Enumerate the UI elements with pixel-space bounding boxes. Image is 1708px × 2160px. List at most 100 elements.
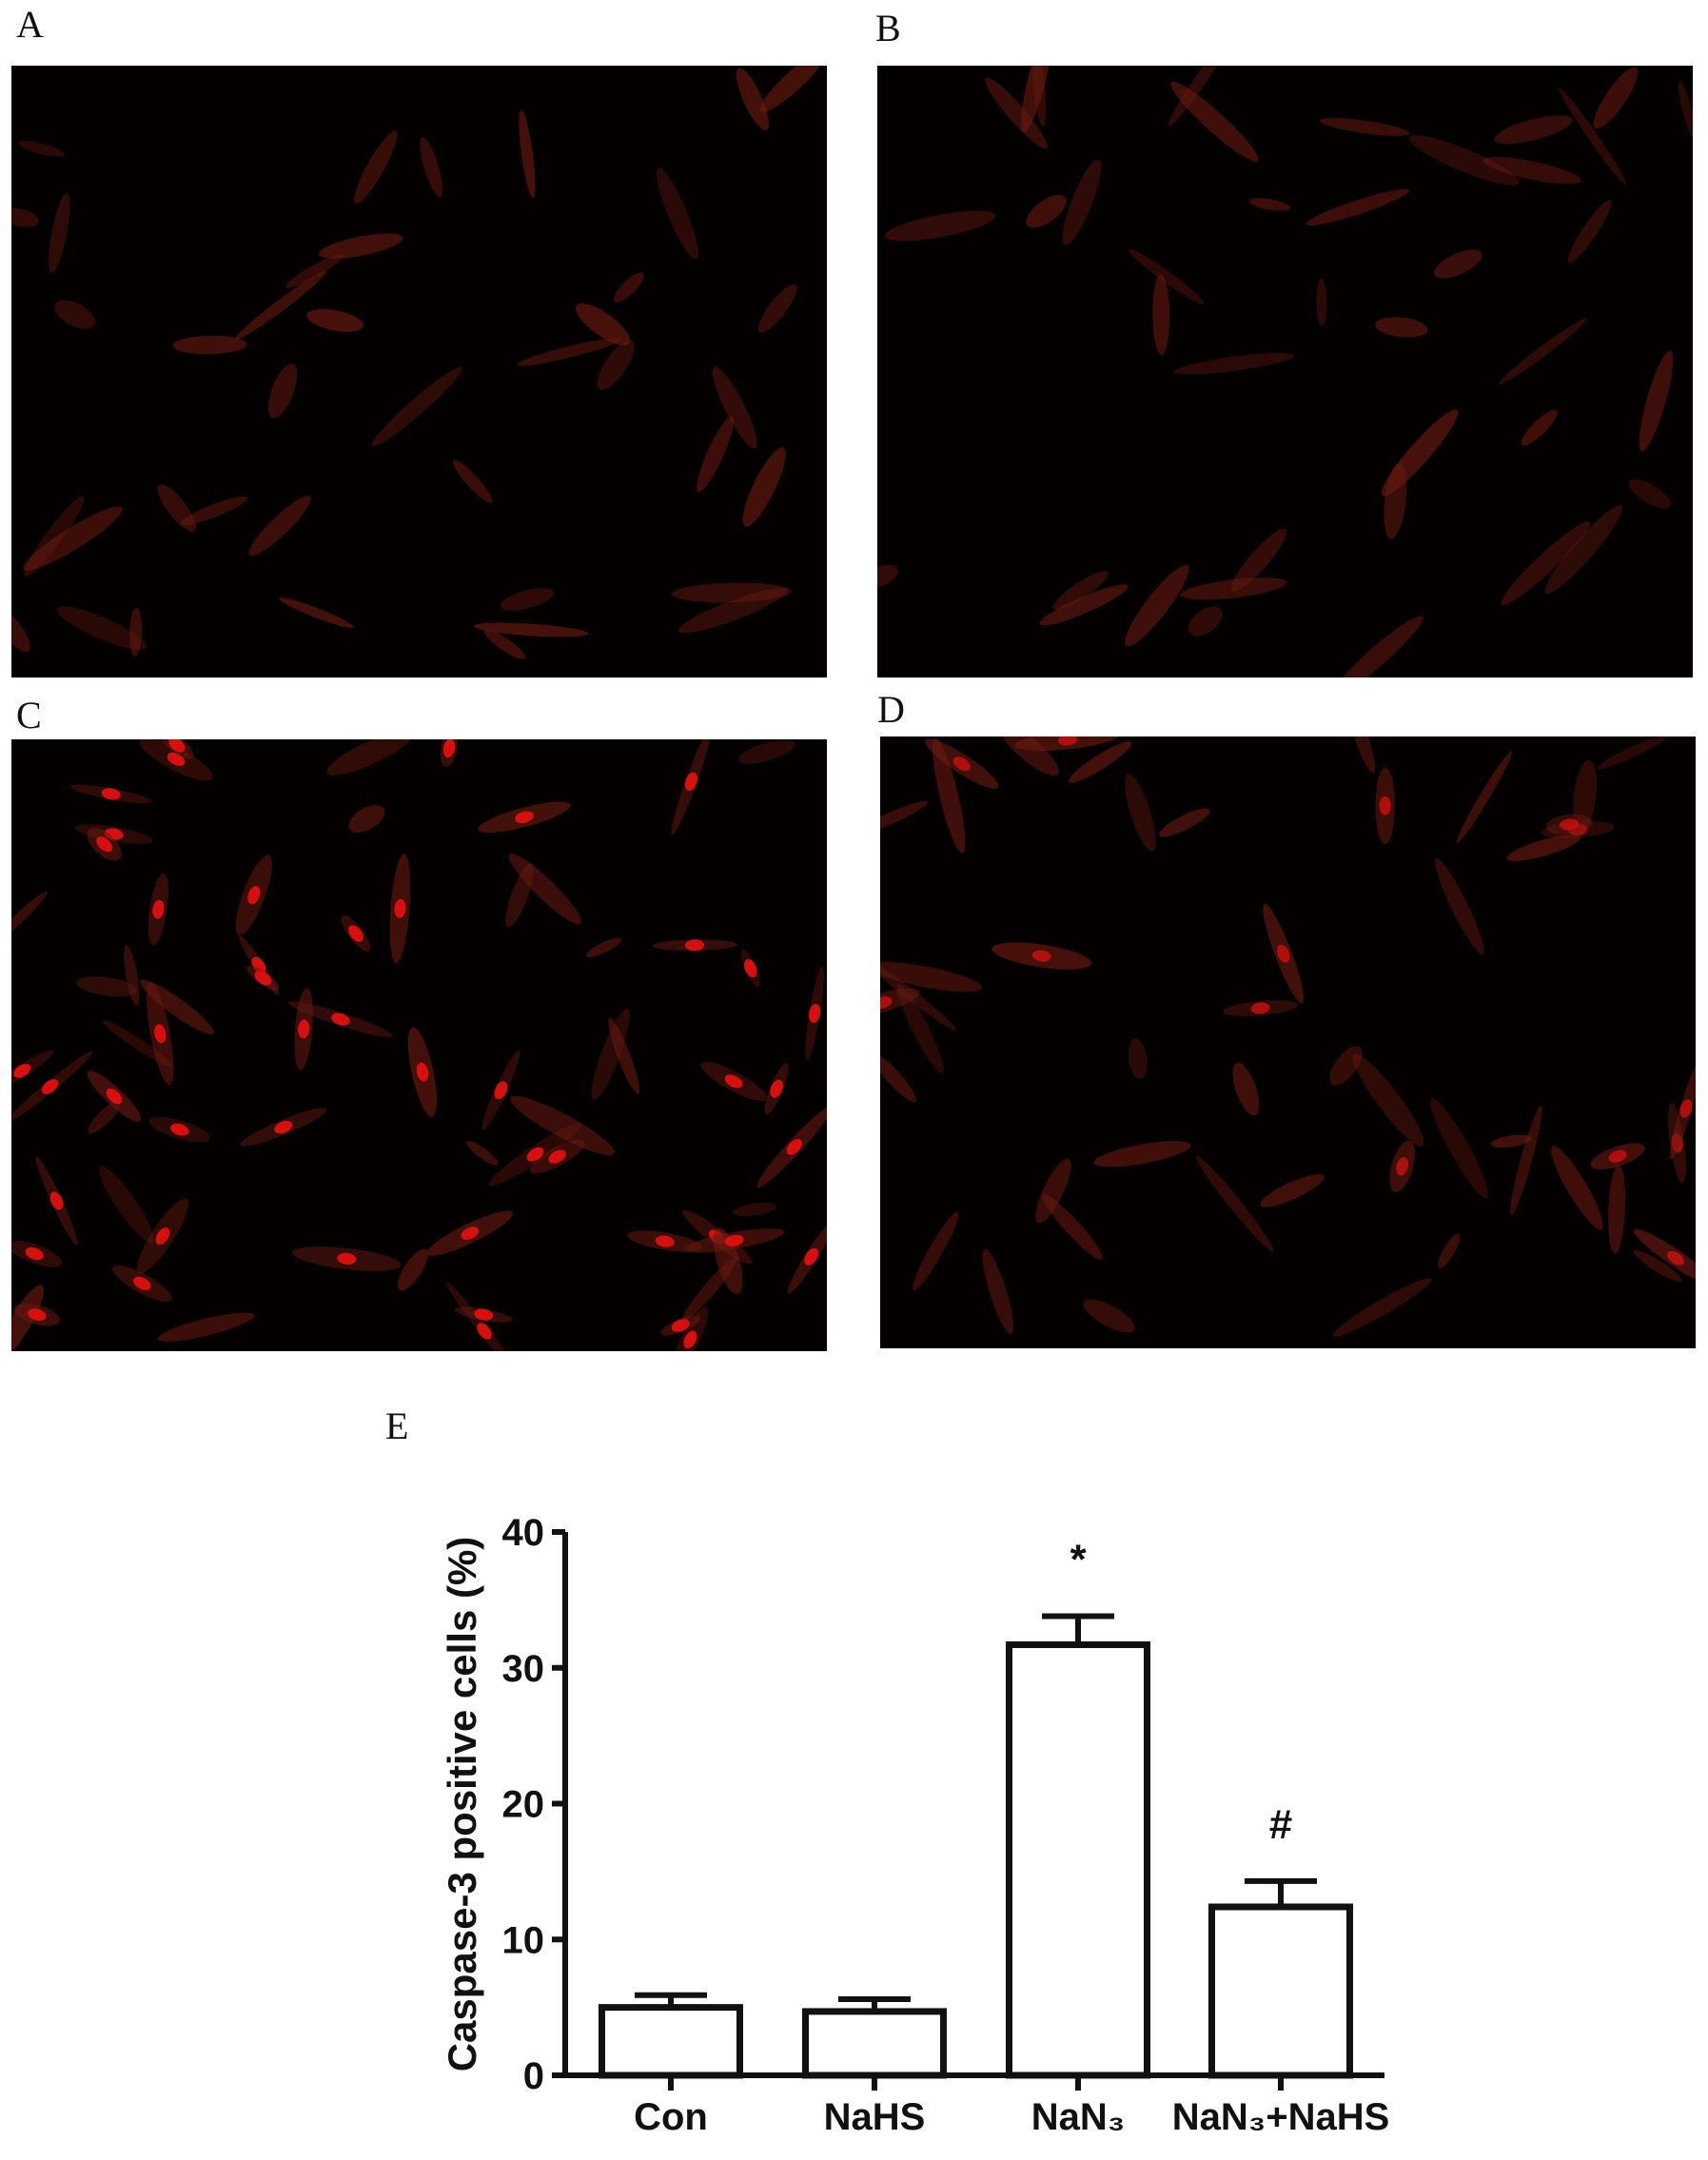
- cell-body: [697, 416, 734, 492]
- cell-body: [759, 66, 827, 113]
- cell-body: [757, 284, 797, 333]
- cell-body: [1433, 249, 1482, 279]
- cell-body: [1573, 759, 1597, 834]
- stained-nucleus: [494, 1081, 508, 1100]
- cell-body: [11, 1285, 45, 1351]
- cell-body: [657, 167, 698, 260]
- cell-body: [508, 854, 581, 925]
- stained-nucleus: [952, 756, 971, 772]
- stained-nucleus: [655, 1235, 675, 1247]
- cell-body: [505, 863, 535, 928]
- stained-nucleus: [515, 811, 534, 824]
- cell-body: [519, 109, 536, 199]
- cell-body: [1434, 857, 1484, 955]
- cell-body: [1608, 1165, 1626, 1254]
- stained-nucleus: [786, 1138, 802, 1155]
- cell-body: [1384, 462, 1407, 540]
- cell-body: [712, 366, 757, 449]
- cell-body: [880, 1052, 917, 1103]
- cell-body: [1329, 1046, 1363, 1086]
- cell-body: [597, 340, 635, 390]
- stained-nucleus: [684, 772, 698, 791]
- cell-body: [1196, 1155, 1274, 1252]
- y-tick-label: 30: [502, 1648, 545, 1690]
- stained-nucleus: [461, 1227, 480, 1241]
- stained-nucleus: [548, 1149, 566, 1164]
- cell-body: [23, 506, 123, 571]
- cell-body: [1152, 274, 1170, 355]
- cell-body: [1593, 67, 1639, 129]
- cell-body: [1678, 80, 1693, 144]
- stained-nucleus: [671, 1319, 690, 1332]
- cell-body: [466, 1141, 499, 1166]
- cell-body: [884, 210, 996, 242]
- cell-body: [1052, 571, 1109, 610]
- panel-label-a: A: [16, 3, 44, 46]
- panel-label-e: E: [385, 1404, 409, 1447]
- panel-label-d: D: [877, 688, 905, 731]
- cell-body: [1248, 198, 1290, 211]
- stained-nucleus: [1667, 1250, 1684, 1266]
- cell-body: [736, 68, 769, 130]
- cell-body: [56, 606, 147, 650]
- cell-body: [1083, 1299, 1135, 1333]
- cell-body: [1510, 1106, 1542, 1216]
- stained-nucleus: [1031, 950, 1051, 962]
- cell-body: [1316, 278, 1327, 327]
- micrograph-b: [877, 66, 1693, 677]
- stained-nucleus: [880, 996, 893, 1009]
- cell-body: [1026, 194, 1067, 228]
- stained-nucleus: [1250, 1002, 1270, 1014]
- bar: [599, 2004, 743, 2079]
- cell-body: [1639, 350, 1674, 452]
- cell-body: [1501, 520, 1591, 605]
- stained-nucleus: [170, 1123, 189, 1136]
- cell-body: [880, 962, 982, 992]
- cell-body: [1125, 564, 1189, 647]
- cell-body: [157, 1312, 255, 1342]
- cell-body: [896, 983, 944, 1073]
- cell-body: [1260, 1174, 1325, 1208]
- cell-body: [11, 891, 49, 951]
- cell-body: [1567, 199, 1612, 264]
- cell-body: [1332, 1278, 1432, 1337]
- cell-body: [88, 1099, 122, 1134]
- cell-body: [585, 937, 622, 957]
- cell-body: [326, 739, 413, 776]
- panel-label-c: C: [16, 694, 42, 736]
- cell-body: [1551, 1146, 1603, 1230]
- stained-nucleus: [1379, 795, 1391, 815]
- cell-body: [880, 801, 928, 837]
- cell-body: [235, 270, 326, 340]
- cell-body: [738, 739, 795, 764]
- stained-nucleus: [808, 1004, 821, 1023]
- cell-body: [1125, 774, 1156, 852]
- cell-body: [913, 1211, 959, 1291]
- stained-nucleus: [152, 899, 165, 919]
- cell-body: [452, 460, 493, 503]
- cell-body: [517, 338, 621, 366]
- cell-body: [157, 483, 196, 532]
- cell-body: [1128, 248, 1205, 304]
- micrograph-d: [880, 736, 1696, 1348]
- cell-body: [483, 629, 526, 659]
- y-tick-label: 40: [502, 1512, 545, 1554]
- stained-nucleus: [28, 1308, 47, 1322]
- cell-body: [1021, 66, 1052, 132]
- cell-body: [1499, 318, 1587, 384]
- cell-body: [1170, 81, 1259, 162]
- cell-body: [1559, 88, 1627, 186]
- cell-body: [1347, 736, 1376, 774]
- cell-body: [1521, 409, 1558, 446]
- x-tick-label: Con: [634, 2096, 708, 2138]
- cell-body: [1306, 188, 1410, 226]
- stained-nucleus: [298, 1019, 310, 1039]
- x-tick-label: NaN₃+NaHS: [1172, 2096, 1390, 2138]
- cell-body: [614, 272, 644, 303]
- stained-nucleus: [337, 1252, 357, 1265]
- cell-body: [982, 1248, 1014, 1335]
- stained-nucleus: [25, 1247, 44, 1261]
- cell-body: [1408, 135, 1520, 186]
- bar: [1208, 1903, 1353, 2079]
- stained-nucleus: [106, 1088, 123, 1105]
